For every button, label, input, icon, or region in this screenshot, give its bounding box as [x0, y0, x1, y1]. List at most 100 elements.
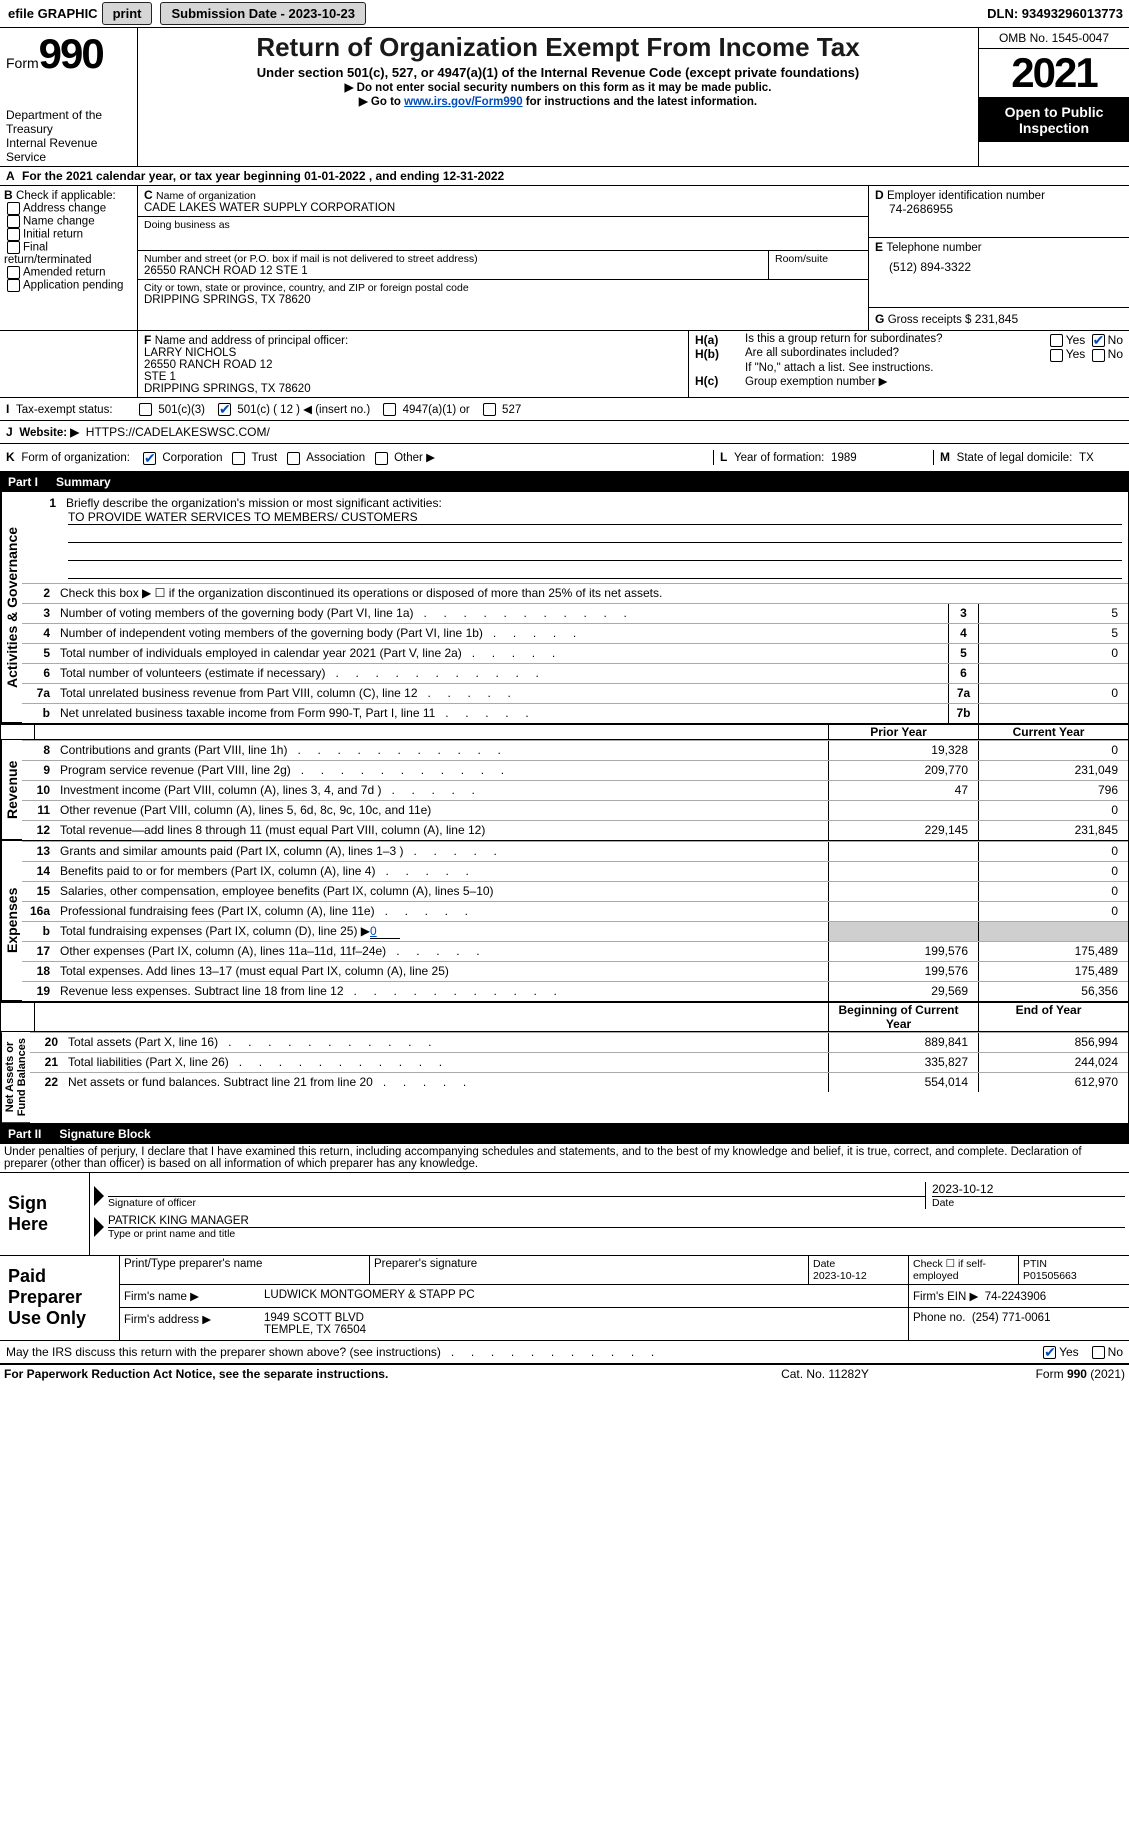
submission-date-button[interactable]: Submission Date - 2023-10-23 — [160, 2, 366, 25]
check-initial-return[interactable] — [7, 228, 20, 241]
letter-d: D — [875, 188, 884, 202]
k-assoc[interactable] — [287, 452, 300, 465]
b-opt-5: Application pending — [4, 279, 133, 292]
top-bar: efile GRAPHIC print Submission Date - 20… — [0, 0, 1129, 28]
form-word: Form — [6, 55, 39, 71]
end-year-hdr: End of Year — [978, 1003, 1128, 1031]
line-21: Total liabilities (Part X, line 26) — [64, 1053, 828, 1072]
header-center: Return of Organization Exempt From Incom… — [138, 28, 979, 166]
line-11: Other revenue (Part VIII, column (A), li… — [56, 801, 828, 820]
line-7a: Total unrelated business revenue from Pa… — [56, 684, 948, 703]
g-label: Gross receipts $ — [888, 314, 972, 326]
hb-no[interactable] — [1092, 349, 1105, 362]
form-title: Return of Organization Exempt From Incom… — [144, 32, 972, 63]
irs-link[interactable]: www.irs.gov/Form990 — [404, 96, 522, 108]
i-4947[interactable] — [383, 403, 396, 416]
print-button[interactable]: print — [102, 2, 153, 25]
l-label: Year of formation: — [734, 452, 824, 464]
i-label: Tax-exempt status: — [16, 404, 113, 416]
open-to-public: Open to Public Inspection — [979, 98, 1129, 142]
net-assets-section: Net Assets or Fund Balances 20Total asse… — [0, 1032, 1129, 1124]
line-a: A For the 2021 calendar year, or tax yea… — [0, 167, 1129, 186]
sig-date-label: Date — [932, 1197, 1125, 1209]
d-label: Employer identification number — [887, 190, 1045, 202]
section-k-l-m: K Form of organization: Corporation Trus… — [0, 444, 1129, 471]
part-2-title: Signature Block — [59, 1127, 150, 1141]
letter-c: C — [144, 188, 153, 202]
street-label: Number and street (or P.O. box if mail i… — [144, 253, 762, 265]
i-501c[interactable] — [218, 403, 231, 416]
col-header-2: Beginning of Current Year End of Year — [0, 1002, 1129, 1032]
form-note-1: ▶ Do not enter social security numbers o… — [144, 80, 972, 94]
header-left: Form990 Department of the Treasury Inter… — [0, 28, 138, 166]
officer-name-label: Type or print name and title — [108, 1228, 1125, 1240]
prep-name-hdr: Print/Type preparer's name — [120, 1256, 370, 1284]
check-final-return[interactable] — [7, 241, 20, 254]
ptin-value: P01505663 — [1023, 1270, 1077, 1282]
paid-preparer-label: Paid Preparer Use Only — [0, 1256, 120, 1340]
i-501c3[interactable] — [139, 403, 152, 416]
ha-no[interactable] — [1092, 334, 1105, 347]
room-label: Room/suite — [775, 253, 862, 265]
officer-name: PATRICK KING MANAGER — [108, 1215, 1125, 1227]
form-header: Form990 Department of the Treasury Inter… — [0, 28, 1129, 167]
footer-right: Form 990 (2021) — [925, 1367, 1125, 1381]
department-label: Department of the Treasury Internal Reve… — [6, 108, 131, 164]
discuss-yes[interactable] — [1043, 1346, 1056, 1359]
part-1-title: Summary — [56, 475, 111, 489]
letter-a: A — [6, 169, 15, 183]
letter-i: I — [6, 402, 9, 416]
check-name-change[interactable] — [7, 215, 20, 228]
line-7b: Net unrelated business taxable income fr… — [56, 704, 948, 723]
section-b: B Check if applicable: Address change Na… — [0, 186, 138, 330]
line-6: Total number of volunteers (estimate if … — [56, 664, 948, 683]
k-trust[interactable] — [232, 452, 245, 465]
dba-label: Doing business as — [144, 219, 862, 231]
line-16b: Total fundraising expenses (Part IX, col… — [56, 922, 828, 941]
v7b — [978, 704, 1128, 723]
check-address-change[interactable] — [7, 202, 20, 215]
expenses-section: Expenses 13Grants and similar amounts pa… — [0, 841, 1129, 1002]
prior-year-hdr: Prior Year — [828, 725, 978, 739]
mission-text: TO PROVIDE WATER SERVICES TO MEMBERS/ CU… — [68, 510, 1122, 525]
letter-k: K — [6, 450, 15, 464]
revenue-section: Revenue 8Contributions and grants (Part … — [0, 740, 1129, 841]
line-20: Total assets (Part X, line 16) — [64, 1033, 828, 1052]
check-application-pending[interactable] — [7, 279, 20, 292]
form-number: 990 — [39, 30, 103, 77]
prep-sig-hdr: Preparer's signature — [370, 1256, 809, 1284]
ha-yes[interactable] — [1050, 334, 1063, 347]
form-subtitle: Under section 501(c), 527, or 4947(a)(1)… — [144, 65, 972, 80]
line-1-label: Briefly describe the organization's miss… — [62, 496, 1122, 510]
l-value: 1989 — [831, 452, 857, 464]
section-f-h-i: F Name and address of principal officer:… — [0, 331, 1129, 398]
i-527[interactable] — [483, 403, 496, 416]
k-corp[interactable] — [143, 452, 156, 465]
penalty-statement: Under penalties of perjury, I declare th… — [0, 1144, 1129, 1173]
letter-l: L — [720, 450, 727, 464]
letter-hc: H(c) — [695, 374, 745, 388]
hb-yes[interactable] — [1050, 349, 1063, 362]
letter-ha: H(a) — [695, 333, 745, 347]
k-other[interactable] — [375, 452, 388, 465]
line-8: Contributions and grants (Part VIII, lin… — [56, 741, 828, 760]
j-label: Website: ▶ — [19, 425, 79, 439]
city-value: DRIPPING SPRINGS, TX 78620 — [144, 294, 862, 306]
check-amended-return[interactable] — [7, 266, 20, 279]
letter-hb: H(b) — [695, 347, 745, 361]
sidebar-revenue: Revenue — [1, 740, 22, 840]
firm-name: LUDWICK MONTGOMERY & STAPP PC — [260, 1285, 909, 1307]
prep-date-hdr: Date — [813, 1258, 835, 1270]
tax-year: 2021 — [979, 49, 1129, 98]
discuss-row: May the IRS discuss this return with the… — [0, 1341, 1129, 1364]
letter-e: E — [875, 240, 883, 254]
c-name-label: Name of organization — [156, 190, 256, 202]
b-label: Check if applicable: — [16, 190, 116, 202]
line-22: Net assets or fund balances. Subtract li… — [64, 1073, 828, 1092]
part-2-label: Part II — [8, 1127, 59, 1141]
line-15: Salaries, other compensation, employee b… — [56, 882, 828, 901]
discuss-no[interactable] — [1092, 1346, 1105, 1359]
line-13: Grants and similar amounts paid (Part IX… — [56, 842, 828, 861]
prep-date: 2023-10-12 — [813, 1270, 867, 1282]
firm-name-label: Firm's name ▶ — [120, 1285, 260, 1307]
